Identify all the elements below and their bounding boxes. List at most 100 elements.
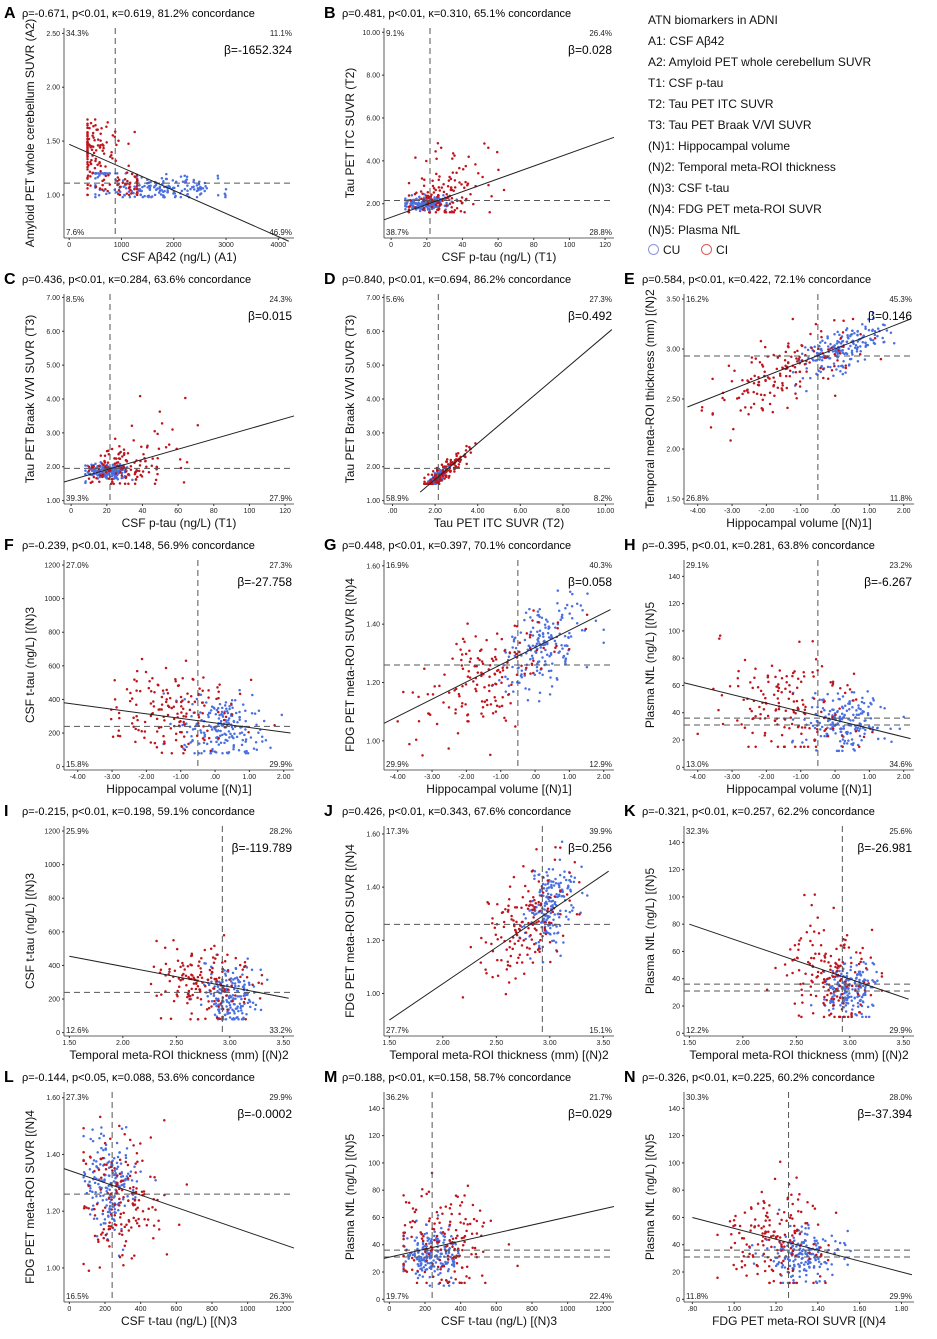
ci-point [539,938,542,942]
cu-point [511,646,514,649]
ci-point [196,1017,200,1021]
cu-point [189,187,192,191]
ci-point [745,389,749,392]
ci-point [182,714,185,718]
ci-point [556,621,560,624]
ci-point [758,705,761,709]
regression-line [383,609,611,724]
y-tick-label: 4.00 [366,158,380,165]
ci-point [513,650,516,654]
cu-point [255,723,258,726]
ci-point [493,672,496,675]
quadrant-top-left: 25.9% [66,827,89,836]
cu-point [547,867,551,871]
cu-point [871,726,875,729]
ci-point [793,365,797,369]
cu-point [225,1005,228,1008]
ci-point [118,734,122,738]
cu-point [421,1252,424,1256]
cu-point [547,669,551,673]
ci-point [217,999,220,1003]
ci-point [797,968,801,972]
cu-point [565,603,569,607]
cu-point [551,924,555,927]
ci-point [785,675,788,678]
ci-point [176,989,179,993]
ci-point [485,972,488,975]
cu-point [234,1007,238,1010]
cu-point [853,749,856,752]
ci-point [93,1169,96,1173]
ci-point [464,180,467,184]
ci-point [456,1247,460,1251]
stat-summary: ρ=-0.671, p<0.01, κ=0.619, 81.2% concord… [22,8,255,20]
ci-point [410,1235,413,1239]
ci-point [125,192,129,195]
cu-point [224,187,228,191]
panel-letter: H [624,537,636,554]
ci-point [407,181,411,185]
ci-point [126,1163,130,1167]
ci-point [230,702,233,706]
ci-point [134,1162,137,1165]
ci-point [450,196,454,200]
ci-point [113,1213,117,1217]
ci-point [433,685,436,688]
cu-point [218,1011,221,1015]
cu-point [566,644,569,648]
cu-point [234,966,238,970]
cu-point [864,728,867,732]
ci-point [133,1254,136,1257]
cu-point [82,1175,85,1179]
ci-point [525,946,529,949]
ci-point [799,680,803,683]
cu-point [239,1006,242,1010]
ci-point [486,703,489,707]
x-tick-label: 1.50 [383,1040,397,1047]
ci-point [834,987,838,991]
cu-point [108,1207,111,1210]
cu-point [409,1252,412,1255]
cu-point [417,201,421,205]
cu-point [870,703,873,706]
ci-point [86,146,89,149]
cu-point [543,908,546,911]
ci-point [773,380,777,384]
cu-point [195,184,199,187]
cu-point [854,343,858,347]
y-tick-label: 120 [668,601,680,608]
cu-point [404,208,407,211]
cu-point [568,910,572,914]
ci-point [811,671,814,674]
ci-point [192,976,196,980]
ci-point [92,136,95,139]
ci-point [585,613,589,617]
cu-point [233,982,237,985]
ci-point [157,708,160,711]
ci-point [424,1250,427,1253]
ci-point [491,683,494,687]
cu-point [230,725,234,729]
ci-point [798,356,801,359]
x-tick-label: -4.00 [70,774,86,781]
ci-point [179,965,182,969]
cu-point [871,961,874,965]
y-tick-label: 1.40 [366,622,380,629]
cu-point [165,172,168,176]
ci-point [93,1207,96,1211]
ci-point [111,735,115,738]
ci-point [135,1151,139,1155]
cu-point [859,972,862,976]
y-tick-label: 3.00 [46,430,60,437]
ci-point [93,139,96,142]
ci-point [402,1237,405,1241]
cu-point [130,1179,134,1182]
ci-point [768,402,772,406]
cu-point [422,196,426,199]
cu-point [133,1165,136,1168]
cu-point [125,1147,129,1150]
x-tick-label: -2.00 [138,774,154,781]
cu-point [244,751,248,755]
